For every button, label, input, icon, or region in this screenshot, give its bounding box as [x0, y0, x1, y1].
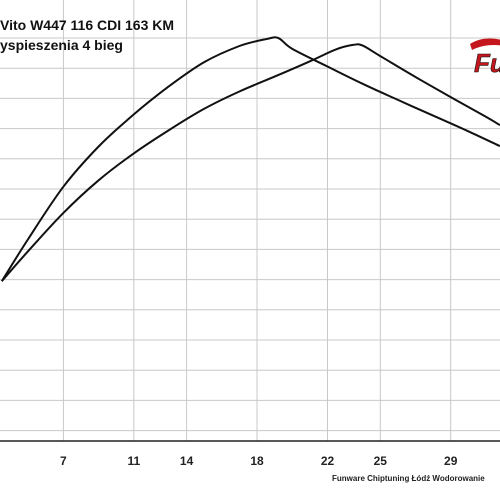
logo-swoosh [470, 38, 500, 50]
chart-title: Vito W447 116 CDI 163 KM [0, 17, 175, 33]
logo-letters: Fu [474, 48, 500, 78]
plot-area [0, 0, 500, 440]
funware-logo: Fu [468, 38, 500, 108]
x-tick-label: 14 [180, 454, 194, 468]
series-line-1 [0, 36, 500, 282]
x-tick-label: 18 [250, 454, 264, 468]
chart-subtitle: yspieszenia 4 bieg [0, 37, 123, 53]
chart-footer-credit: Funware Chiptuning Łódź Wodorowanie [332, 474, 485, 483]
x-tick-label: 25 [374, 454, 388, 468]
x-tick-labels: 7 11 14 18 22 25 29 [60, 454, 458, 468]
x-tick-label: 7 [60, 454, 67, 468]
x-tick-label: 11 [127, 454, 140, 468]
x-tick-label: 29 [444, 454, 458, 468]
series-line-2 [1, 43, 500, 282]
x-tick-label: 22 [321, 454, 335, 468]
horizontal-gridlines [0, 37, 500, 432]
series-layer [0, 36, 500, 282]
